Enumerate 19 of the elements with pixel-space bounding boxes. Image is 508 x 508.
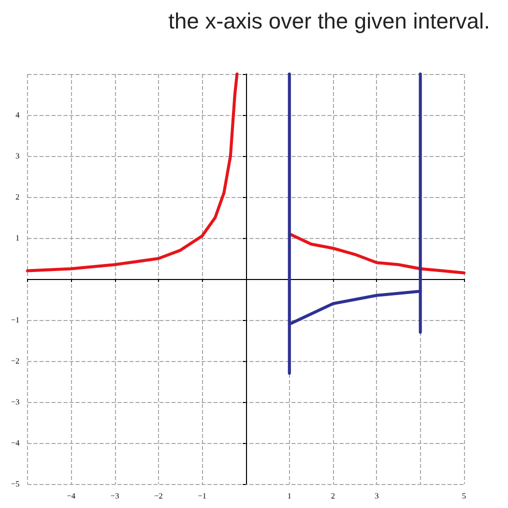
line-series [26, 72, 239, 272]
x-tick-label: 1 [287, 492, 292, 500]
x-tick-label: 5 [462, 492, 466, 500]
x-tick-label: 3 [374, 492, 379, 500]
x-tick-label: −4 [66, 492, 76, 500]
y-tick-label: −4 [10, 438, 20, 448]
y-tick-label: −5 [10, 480, 20, 488]
y-tick-label: −3 [10, 398, 20, 406]
y-tick-label: 2 [16, 192, 20, 202]
x-tick-label: −1 [198, 492, 206, 500]
y-tick-label: 4 [16, 110, 20, 120]
y-tick-label: −2 [10, 356, 20, 366]
x-tick-label: 2 [331, 492, 336, 500]
x-tick-label: −3 [110, 492, 120, 500]
text: the x-axis over the given interval. [168, 8, 490, 34]
y-tick-label: 3 [16, 152, 20, 160]
y-tick-label: −1 [10, 316, 20, 324]
x-tick-label: −2 [154, 492, 163, 500]
y-tick-label: 1 [16, 234, 20, 242]
